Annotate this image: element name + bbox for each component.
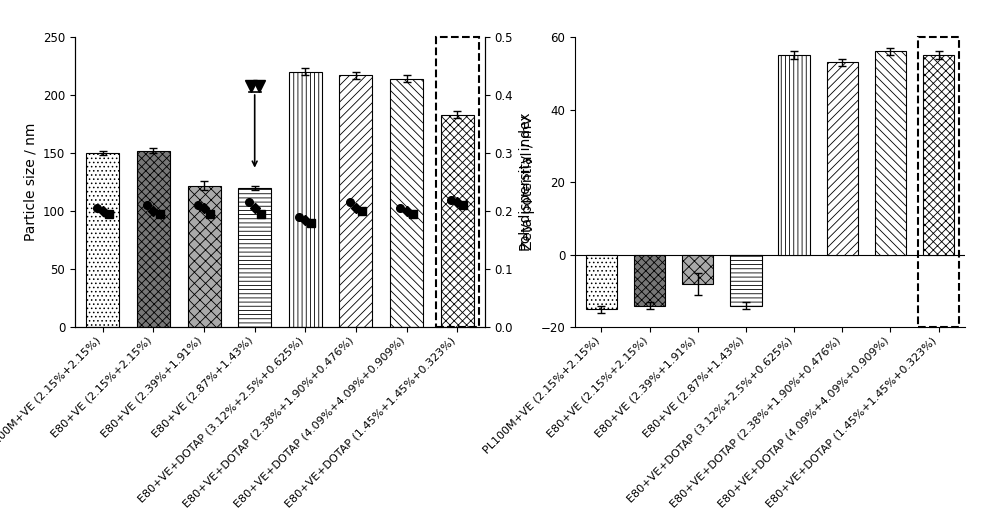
- Bar: [586, 254, 617, 309]
- Bar: [436, 37, 479, 327]
- Bar: [778, 55, 810, 254]
- Bar: [137, 151, 170, 327]
- Bar: [634, 254, 665, 306]
- Bar: [918, 37, 959, 327]
- Y-axis label: Polydispersity index: Polydispersity index: [519, 113, 533, 251]
- Bar: [86, 153, 119, 327]
- Y-axis label: Particle size / nm: Particle size / nm: [23, 123, 37, 241]
- Bar: [289, 72, 322, 327]
- Bar: [238, 188, 271, 327]
- Bar: [923, 55, 954, 254]
- Bar: [441, 115, 474, 327]
- Bar: [730, 254, 762, 306]
- Bar: [682, 254, 713, 284]
- Bar: [188, 186, 221, 327]
- Bar: [875, 52, 906, 254]
- Bar: [339, 76, 372, 327]
- Bar: [390, 79, 423, 327]
- Bar: [827, 62, 858, 254]
- Y-axis label: Zeta potential / mV: Zeta potential / mV: [521, 115, 535, 250]
